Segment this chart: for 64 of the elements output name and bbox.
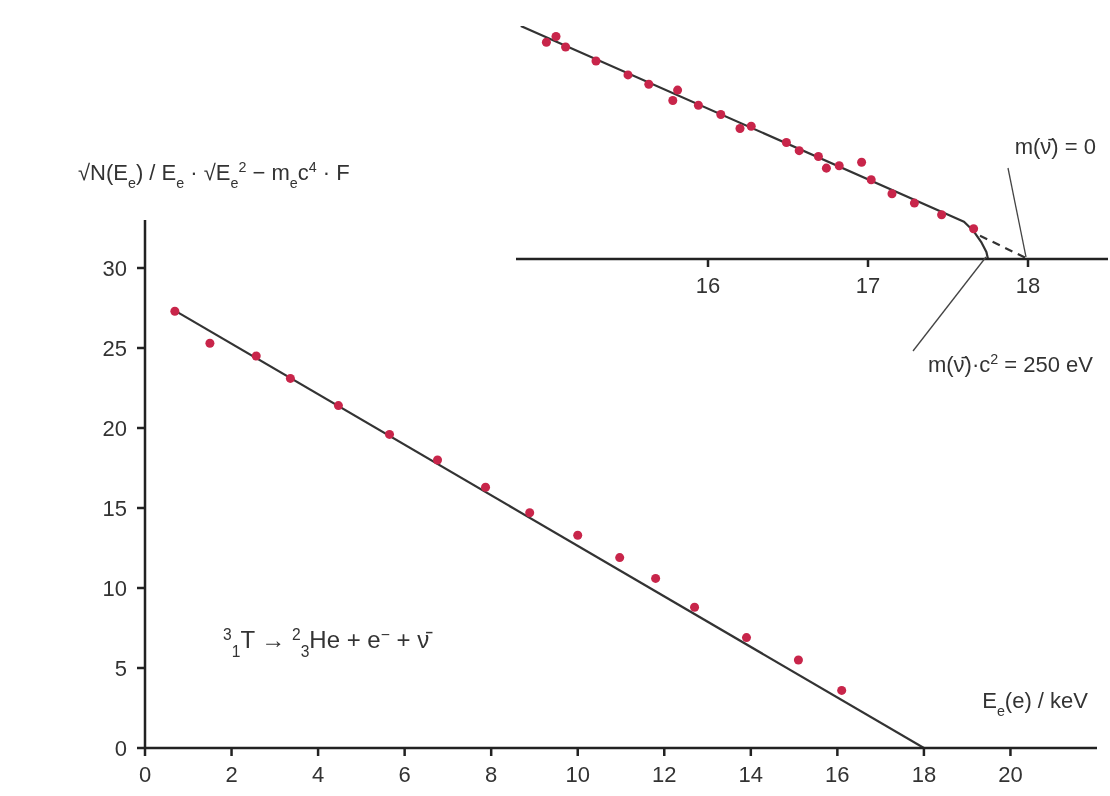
- point: [690, 602, 700, 612]
- point: [716, 110, 726, 120]
- point: [333, 401, 343, 411]
- point: [741, 633, 751, 643]
- point: [623, 70, 633, 80]
- y-tick-label: 0: [114, 735, 127, 761]
- point: [735, 124, 745, 134]
- point: [561, 42, 571, 52]
- point: [668, 96, 678, 106]
- y-tick-label: 30: [102, 255, 127, 281]
- point: [481, 482, 491, 492]
- point: [541, 37, 551, 47]
- x-tick-label: 16: [825, 761, 850, 787]
- point: [525, 508, 535, 518]
- x-tick-label: 14: [738, 761, 764, 787]
- point: [615, 553, 625, 563]
- point: [251, 351, 261, 361]
- point: [837, 685, 847, 695]
- x-axis-title: E$_{e}$(e) / keV: [982, 688, 1089, 719]
- x-tick-label: 4: [311, 761, 325, 787]
- point: [651, 573, 661, 583]
- y-tick-label: 20: [102, 415, 127, 441]
- annotation: m(ν̄) = 0: [1014, 134, 1096, 159]
- text: √N(E$_{e}$) / E$_{e}$ · √E$_{e}$$^{2}$ − m$_{e}$c$^{4}$ · F: [78, 159, 350, 191]
- x-tick-label: 18: [1015, 272, 1041, 298]
- annotation: m(ν̄)·c$^{2}$ = 250 eV: [927, 351, 1094, 377]
- y-tick-label: 5: [114, 655, 127, 681]
- x-tick-label: 18: [911, 761, 937, 787]
- point: [781, 137, 791, 148]
- y-tick-label: 15: [102, 495, 127, 521]
- x-tick-label: 12: [652, 761, 677, 787]
- point: [693, 100, 703, 110]
- point: [384, 429, 394, 439]
- x-tick-label: 20: [998, 761, 1023, 787]
- point: [794, 146, 804, 156]
- point: [591, 56, 601, 66]
- x-tick-label: 16: [695, 272, 721, 298]
- point: [170, 306, 180, 316]
- point: [834, 161, 844, 171]
- y-tick-label: 10: [102, 575, 127, 601]
- point: [673, 85, 683, 95]
- point: [644, 79, 654, 89]
- point: [793, 655, 803, 665]
- x-tick-label: 0: [138, 761, 152, 787]
- point: [887, 189, 897, 199]
- x-tick-label: 2: [225, 761, 238, 787]
- point: [909, 198, 919, 208]
- point: [433, 455, 443, 465]
- point: [746, 121, 756, 131]
- point: [821, 163, 831, 173]
- point: [937, 210, 947, 220]
- point: [551, 31, 561, 41]
- x-tick-label: 10: [565, 761, 590, 787]
- x-tick-label: 17: [855, 272, 881, 298]
- point: [866, 175, 876, 185]
- point: [285, 373, 295, 383]
- point: [857, 157, 867, 167]
- x-tick-label: 6: [398, 761, 411, 787]
- point: [205, 338, 215, 348]
- y-tick-label: 25: [102, 335, 127, 361]
- point: [573, 530, 583, 540]
- point: [813, 151, 823, 161]
- x-tick-label: 8: [485, 761, 498, 787]
- point: [969, 224, 979, 234]
